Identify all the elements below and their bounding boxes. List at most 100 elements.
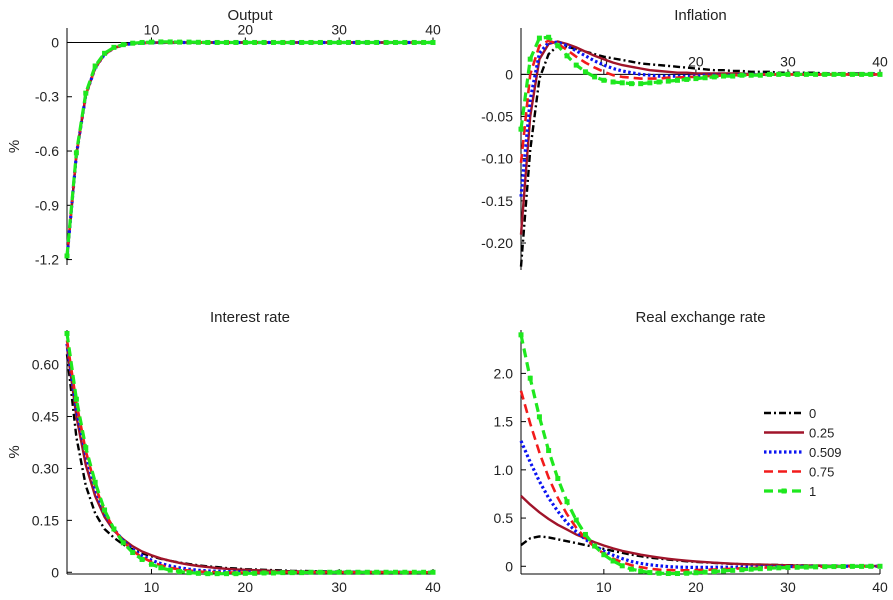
series-marker-1 <box>346 39 352 45</box>
y-tick-label: 1.5 <box>494 414 514 430</box>
y-tick-label: 2.0 <box>494 365 514 381</box>
series-marker-1 <box>195 570 201 576</box>
series-marker-1 <box>628 81 634 87</box>
series-marker-1 <box>308 39 314 45</box>
series-marker-1 <box>64 330 70 336</box>
series-marker-1 <box>224 39 230 45</box>
panel-title: Interest rate <box>210 309 290 326</box>
series-marker-1 <box>656 79 662 85</box>
y-tick-label: -0.20 <box>481 235 513 251</box>
series-marker-1 <box>364 39 370 45</box>
y-tick-label: 0.5 <box>494 510 514 526</box>
legend-label: 0 <box>809 406 816 421</box>
series-marker-1 <box>167 567 173 573</box>
series-marker-1 <box>619 80 625 86</box>
series-marker-1 <box>822 564 828 570</box>
series-marker-1 <box>261 39 267 45</box>
series-line-0.25 <box>519 40 880 235</box>
series-marker-1 <box>83 90 89 96</box>
series-marker-1 <box>421 569 427 575</box>
y-tick-label: 0.60 <box>32 357 59 373</box>
series-marker-1 <box>411 39 417 45</box>
series-marker-1 <box>859 563 865 569</box>
series-marker-1 <box>877 71 883 77</box>
series-marker-1 <box>592 74 598 80</box>
series-marker-1 <box>299 570 305 576</box>
series-marker-1 <box>831 564 837 570</box>
series-marker-1 <box>739 567 745 573</box>
series-marker-1 <box>628 566 634 572</box>
x-tick-label: 20 <box>688 579 704 595</box>
y-tick-label: -1.2 <box>35 252 59 268</box>
series-marker-1 <box>813 71 819 77</box>
series-marker-1 <box>546 448 552 454</box>
series-marker-1 <box>721 568 727 574</box>
series-marker-1 <box>392 39 398 45</box>
series-marker-1 <box>822 71 828 77</box>
series-marker-1 <box>421 39 427 45</box>
legend: 0 0.25 0.509 0.75 1 <box>764 406 842 499</box>
series-marker-1 <box>711 569 717 575</box>
series-marker-1 <box>308 569 314 575</box>
series-marker-1 <box>402 39 408 45</box>
series-marker-1 <box>186 39 192 45</box>
y-tick-label: -0.3 <box>35 89 59 105</box>
series-marker-1 <box>280 570 286 576</box>
x-tick-label: 40 <box>425 21 441 37</box>
y-axis-label: % <box>6 140 23 153</box>
series-line-0.25 <box>520 495 881 568</box>
series-marker-1 <box>794 564 800 570</box>
series-marker-1 <box>355 569 361 575</box>
series-marker-1 <box>411 569 417 575</box>
panel-title: Output <box>227 7 273 24</box>
series-line-0.509 <box>65 40 433 258</box>
series-marker-1 <box>702 569 708 575</box>
series-marker-1 <box>214 571 220 577</box>
series-marker-1 <box>111 526 117 532</box>
panel-inflation: Inflation 0 -0.05 -0.10 -0.15 -0.20 0 20 30 40 <box>481 7 888 270</box>
series-marker-1 <box>270 39 276 45</box>
series-marker-1 <box>158 565 164 571</box>
x-tick-label: 40 <box>425 579 441 595</box>
series-marker-1 <box>73 396 79 402</box>
series-marker-1 <box>693 570 699 576</box>
y-tick-label: 0 <box>51 34 59 50</box>
x-tick-label: 30 <box>331 579 347 595</box>
series-marker-1 <box>582 531 588 537</box>
series-line-0.75 <box>519 39 880 164</box>
series-marker-1 <box>730 567 736 573</box>
series-marker-1 <box>242 39 248 45</box>
series-marker-1 <box>527 56 533 62</box>
series-marker-1 <box>374 39 380 45</box>
series-marker-1 <box>130 40 136 46</box>
series-marker-1 <box>665 78 671 84</box>
series-marker-1 <box>748 566 754 572</box>
series-marker-1 <box>261 570 267 576</box>
series-marker-1 <box>601 552 607 558</box>
series-marker-1 <box>573 517 579 523</box>
series-marker-1 <box>270 570 276 576</box>
series-marker-1 <box>711 74 717 80</box>
series-marker-1 <box>299 39 305 45</box>
series-marker-1 <box>656 570 662 576</box>
y-tick-label: 0 <box>505 558 513 574</box>
legend-marker <box>781 488 787 494</box>
series-marker-1 <box>205 571 211 577</box>
series-marker-1 <box>430 39 436 45</box>
x-tick-label: 20 <box>688 53 704 69</box>
series-marker-1 <box>83 445 89 451</box>
series-marker-1 <box>536 414 542 420</box>
series-marker-1 <box>289 570 295 576</box>
series-marker-1 <box>280 39 286 45</box>
series-line-1 <box>65 40 433 257</box>
series-marker-1 <box>647 570 653 576</box>
series-marker-1 <box>111 44 117 50</box>
y-tick-label: -0.9 <box>35 197 59 213</box>
series-marker-1 <box>767 71 773 77</box>
x-tick-label: 30 <box>780 53 796 69</box>
x-tick-label: 20 <box>238 579 254 595</box>
series-marker-1 <box>840 563 846 569</box>
series-marker-1 <box>383 39 389 45</box>
series-marker-1 <box>638 568 644 574</box>
